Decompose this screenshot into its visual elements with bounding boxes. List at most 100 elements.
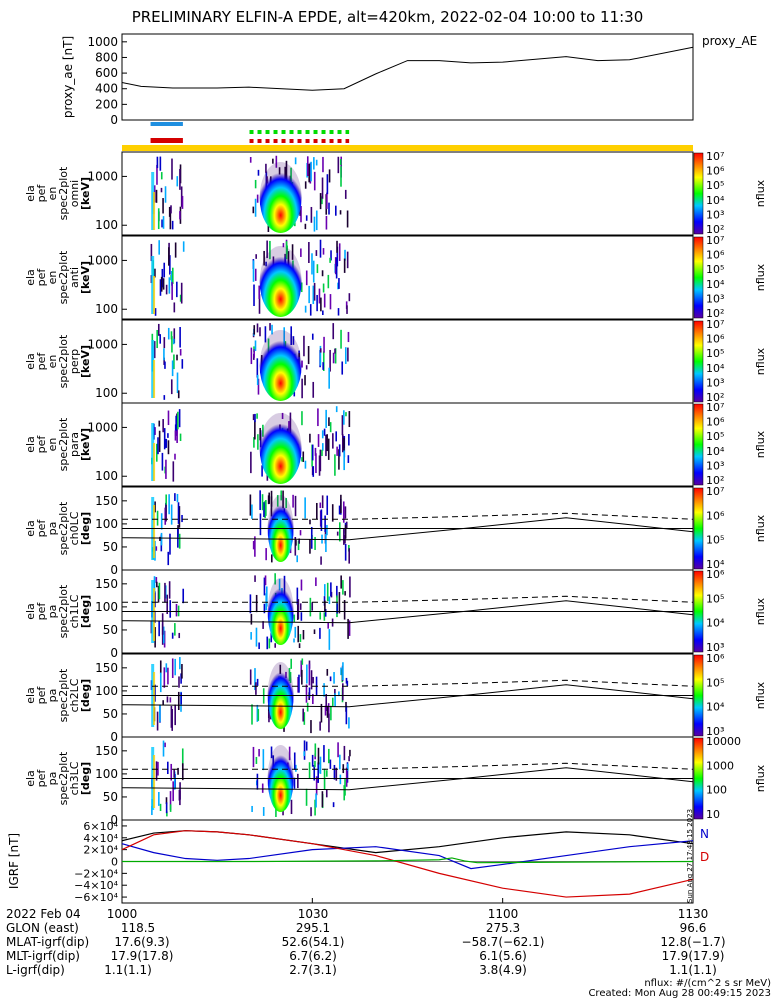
- spectrogram-pixel: [255, 594, 258, 613]
- spectrogram-pixel: [270, 630, 273, 643]
- spectrogram-pixel: [173, 302, 176, 313]
- spectrogram-pixel: [338, 592, 341, 614]
- spectrogram-pixel: [167, 551, 170, 566]
- mlt-1130: 17.9(17.9): [661, 949, 725, 963]
- spectrogram-tick-label: 150: [95, 744, 118, 758]
- spectrogram-pixel: [311, 754, 314, 767]
- spectrogram-ylabel-line: ela: [24, 770, 37, 787]
- spectrogram-pixel: [249, 594, 252, 614]
- spectrogram-pixel: [313, 765, 316, 781]
- spectrogram-ylabel-line: spec2plot: [57, 417, 70, 471]
- spectrogram-pixel: [253, 349, 255, 358]
- spectrogram-pixel: [326, 705, 329, 718]
- spectrogram-pixel: [326, 434, 328, 452]
- colorbar-label: nflux: [754, 179, 767, 207]
- spectrogram-pixel: [167, 440, 170, 455]
- spectrogram-pixel: [167, 327, 170, 340]
- spectrogram-pixel: [168, 581, 171, 599]
- spectrogram-pixel: [159, 334, 162, 344]
- spectrogram-pixel: [176, 493, 179, 503]
- colorbar-tick-label: 10³: [706, 459, 724, 472]
- spectrogram-tick-label: 0: [110, 813, 118, 827]
- chart-title: PRELIMINARY ELFIN-A EPDE, alt=420km, 202…: [131, 8, 644, 26]
- spectrogram-pixel: [340, 575, 342, 589]
- spectrogram-ylabel-line: spec2plot: [57, 668, 70, 722]
- loss-cone-dashed: [122, 762, 694, 770]
- spectrogram-pixel: [254, 179, 257, 189]
- spectrogram-ylabel-line: ela: [24, 436, 37, 453]
- spectrogram-pixel: [298, 674, 300, 693]
- spectrogram-pixel: [305, 215, 308, 221]
- spectrogram-pixel: [265, 500, 267, 516]
- spectrogram-pixel: [321, 495, 324, 509]
- spectrogram-pixel: [169, 804, 172, 812]
- spectrogram-pixel: [179, 433, 182, 442]
- spectrogram-pixel: [159, 279, 162, 296]
- spectrogram-pixel: [266, 240, 268, 259]
- spectrogram-ylabel-line: [deg]: [79, 512, 92, 545]
- spectrogram-pixel: [320, 556, 322, 565]
- spectrogram-pixel: [338, 505, 341, 515]
- spectrogram-pixel: [338, 278, 340, 289]
- spectrogram-pixel: [330, 250, 332, 261]
- spectrogram-pixel: [303, 712, 306, 725]
- spectrogram-pixel: [320, 509, 323, 532]
- spectrogram-pixel: [335, 767, 338, 781]
- spectrogram-pixel: [312, 260, 315, 283]
- spectrogram-pixel: [326, 668, 329, 676]
- igrf-ylabel: IGRF [nT]: [7, 833, 21, 889]
- glon-1030: 295.1: [295, 921, 331, 935]
- spectrogram-pixel: [256, 358, 259, 378]
- spectrogram-pixel: [301, 378, 303, 399]
- footer-mlt-label: MLT-igrf(dip): [6, 949, 80, 963]
- spectrogram-pixel: [162, 278, 165, 290]
- spectrogram-pixel: [318, 455, 321, 476]
- spectrogram-hotspot: [259, 330, 302, 401]
- coverage-bars: [122, 122, 693, 151]
- spectrogram-band-left-inner: [153, 505, 156, 558]
- spectrogram-pixel: [332, 802, 335, 808]
- footer-mlat-label: MLAT-igrf(dip): [6, 935, 90, 949]
- spectrogram-pixel: [344, 189, 347, 199]
- spectrogram-pixel: [318, 288, 321, 304]
- glon-1130: 96.6: [679, 921, 707, 935]
- spectrogram-band-left: [151, 256, 155, 314]
- spectrogram-pixel: [341, 361, 344, 375]
- spectrogram-pixel: [344, 524, 347, 539]
- spectrogram-pixel: [314, 799, 316, 816]
- spectrogram-pixel: [156, 510, 159, 526]
- colorbar-tick-label: 10⁴: [706, 194, 725, 207]
- spectrogram-pixel: [300, 205, 302, 223]
- spectrogram-pixel: [274, 643, 276, 648]
- spectrogram-pixel: [177, 502, 180, 524]
- spectrogram-pixel: [328, 629, 331, 650]
- spectrogram-pixel: [312, 693, 314, 705]
- spectrogram-pixel: [180, 673, 182, 684]
- footer-date: 2022 Feb 04: [6, 907, 81, 921]
- spectrogram-pixel: [268, 711, 270, 723]
- spectrogram-pixel: [258, 748, 260, 757]
- spectrogram-pixel: [174, 242, 177, 258]
- spectrogram-pixel: [290, 799, 293, 815]
- colorbar-tick-label: 10³: [706, 641, 724, 654]
- spectrogram-pixel: [251, 704, 253, 725]
- spectrogram-pixel: [161, 613, 164, 635]
- spectrogram-pixel: [250, 613, 253, 625]
- spectrogram-pixel: [321, 449, 323, 457]
- spectrogram-pixel: [326, 582, 329, 601]
- spectrogram-pixel: [334, 348, 337, 364]
- spectrogram-pixel: [182, 588, 185, 604]
- colorbar-tick-label: 10²: [706, 391, 724, 404]
- colorbar-tick-label: 10⁴: [706, 558, 725, 571]
- colorbar: [693, 570, 704, 653]
- spectrogram-pixel: [155, 189, 158, 203]
- spectrogram-ylabel-line: [deg]: [79, 595, 92, 628]
- spectrogram-pixel: [159, 672, 162, 693]
- spectrogram-ylabel-line: omni: [68, 180, 81, 207]
- spectrogram-pixel: [324, 608, 327, 617]
- spectrogram-pixel: [256, 773, 259, 790]
- spectrogram-pixel: [349, 576, 351, 598]
- spectrogram-ylabel-line: spec2plot: [57, 334, 70, 388]
- proxy-ae-tick-label: 800: [95, 50, 118, 64]
- spectrogram-ylabel-line: perp: [68, 349, 81, 374]
